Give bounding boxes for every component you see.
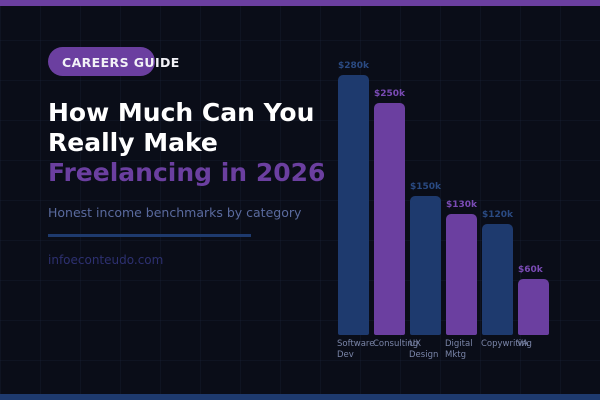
bar	[338, 75, 369, 335]
bar	[482, 224, 513, 335]
category-badge	[48, 47, 155, 76]
bar-value-label: $120k	[482, 210, 514, 220]
bar-category-label: Digital Mktg	[445, 339, 473, 360]
bar-value-label: $150k	[410, 182, 442, 192]
bar	[446, 214, 477, 335]
subtitle: Honest income benchmarks by category	[48, 205, 302, 220]
bar-category-label: UX Design	[409, 339, 439, 360]
bar	[374, 103, 405, 335]
headline-line-2: Really Make	[48, 128, 218, 157]
divider-line	[48, 234, 251, 237]
bar-category-label: VA	[517, 339, 529, 349]
site-url: infoeconteudo.com	[48, 253, 164, 267]
top-accent-bar	[0, 0, 600, 6]
headline-line-1: How Much Can You	[48, 98, 315, 127]
bar-value-label: $130k	[446, 200, 478, 210]
bar-value-label: $60k	[518, 265, 543, 275]
bar-category-label: Consulting	[373, 339, 419, 349]
bar	[518, 279, 549, 335]
bar	[410, 196, 441, 335]
bar-value-label: $280k	[338, 61, 370, 71]
category-badge-label: CAREERS GUIDE	[62, 55, 180, 70]
headline: How Much Can You Really Make Freelancing…	[48, 98, 325, 188]
bar-category-label: Software Dev	[337, 339, 375, 360]
bottom-accent-bar	[0, 394, 600, 400]
headline-accent: Freelancing in 2026	[48, 158, 326, 187]
bar-value-label: $250k	[374, 89, 406, 99]
bar-category-label: Copywriting	[481, 339, 532, 349]
